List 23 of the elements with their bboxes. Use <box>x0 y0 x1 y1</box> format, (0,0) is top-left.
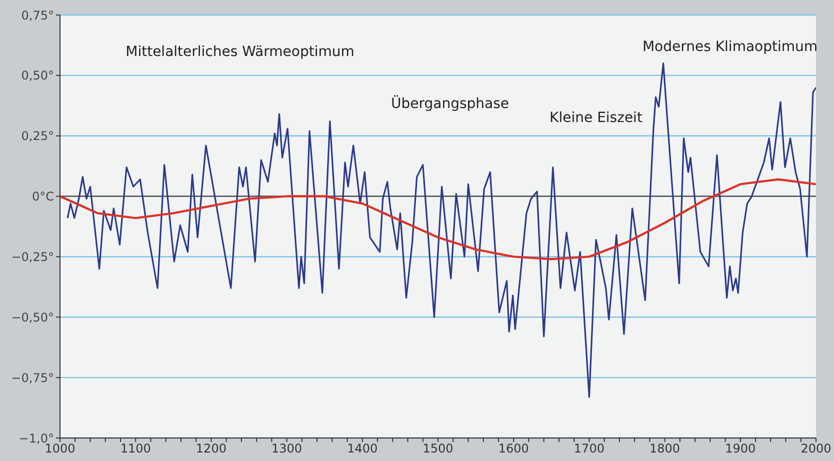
y-tick-label: −0,50° <box>11 310 54 324</box>
x-tick-label: 1500 <box>422 442 454 456</box>
x-tick-label: 1800 <box>650 442 680 456</box>
x-tick-label: 1900 <box>725 442 756 456</box>
y-tick-label: −0,25° <box>11 250 54 264</box>
annotation: Kleine Eiszeit <box>550 110 642 126</box>
y-tick-label: 0°C <box>32 190 54 204</box>
y-tick-label: 0,50° <box>21 68 54 83</box>
annotation: Mittelalterliches Wärmeoptimum <box>126 44 354 60</box>
y-tick-label: 0,75° <box>21 8 54 22</box>
x-tick-label: 1100 <box>120 442 151 456</box>
x-tick-label: 1300 <box>272 442 302 456</box>
annotation: Modernes Klimaoptimum <box>642 39 818 55</box>
x-tick-label: 2000 <box>800 442 832 456</box>
y-tick-label: −0,75° <box>11 370 54 385</box>
line-series <box>60 178 816 260</box>
x-tick-label: 1600 <box>498 442 529 456</box>
x-tick-label: 1400 <box>347 442 378 456</box>
x-tick-label: 1700 <box>574 442 604 456</box>
y-tick-label: 0,25° <box>21 129 54 144</box>
x-tick-label: 1200 <box>196 442 226 456</box>
annotation: Übergangsphase <box>390 96 510 112</box>
line-series <box>66 62 816 398</box>
